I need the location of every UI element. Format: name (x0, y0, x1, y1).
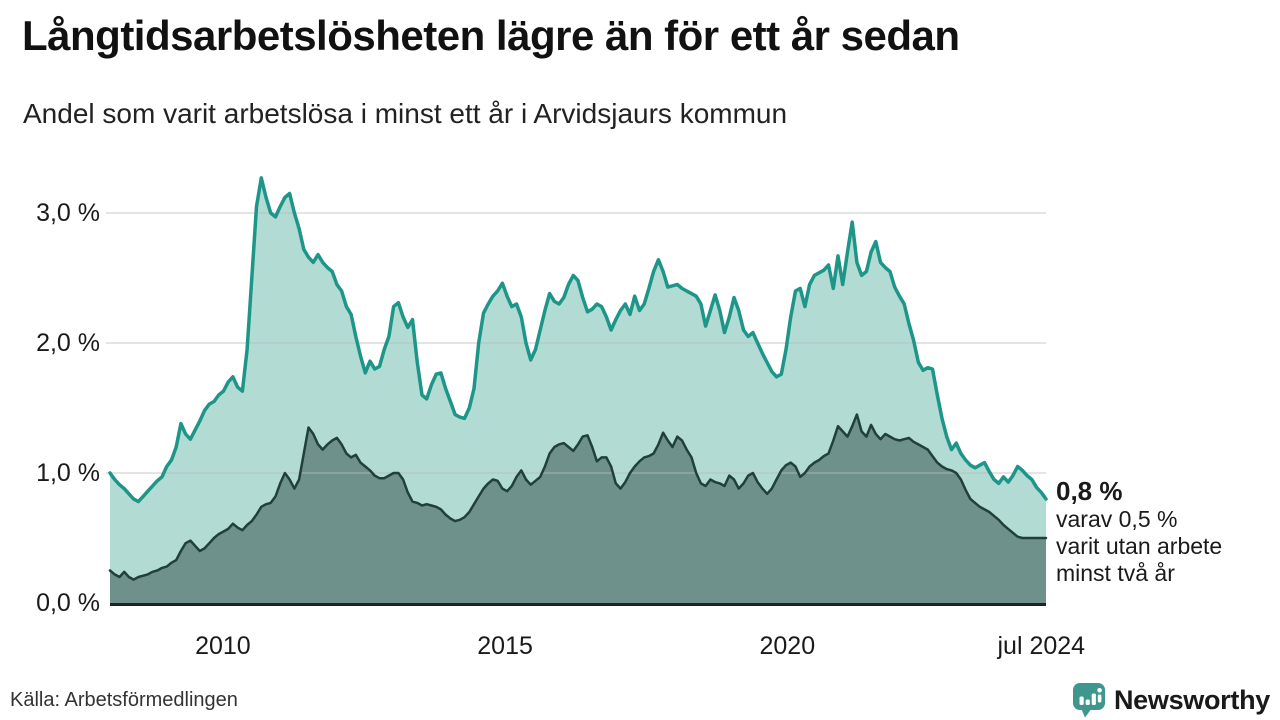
end-value-1yr: 0,8 % (1056, 476, 1123, 506)
newsworthy-logo-icon (1072, 683, 1105, 718)
y-axis-tick-1: 1,0 % (36, 459, 100, 487)
end-value-2yr-line3: minst två år (1056, 560, 1175, 586)
x-axis-tick-2010: 2010 (195, 632, 251, 660)
end-value-2yr-line2: varit utan arbete (1056, 533, 1223, 559)
line-unemployed-min-1yr (108, 176, 1048, 504)
y-axis-tick-3: 3,0 % (36, 199, 100, 227)
x-axis-tick-2020: 2020 (759, 632, 816, 660)
y-axis-tick-0: 0,0 % (36, 589, 100, 617)
y-axis-tick-2: 2,0 % (36, 329, 100, 357)
newsworthy-wordmark: Newsworthy (1113, 684, 1270, 715)
line-unemployed-min-2yr (108, 413, 1048, 581)
source-note: Källa: Arbetsförmedlingen (10, 689, 238, 711)
end-value-annotation: 0,8 % varav 0,5 % varit utan arbete mins… (1056, 476, 1271, 587)
end-value-2yr-line1: varav 0,5 % (1056, 506, 1178, 532)
page-title: Långtidsarbetslösheten lägre än för ett … (22, 12, 960, 59)
x-axis-tick-jul-2024: jul 2024 (997, 632, 1086, 660)
x-axis-tick-2015: 2015 (477, 632, 533, 660)
chart-subtitle: Andel som varit arbetslösa i minst ett å… (23, 98, 788, 129)
newsworthy-logo: Newsworthy (1071, 681, 1270, 719)
area-unemployed-min-2yr (110, 414, 1046, 603)
